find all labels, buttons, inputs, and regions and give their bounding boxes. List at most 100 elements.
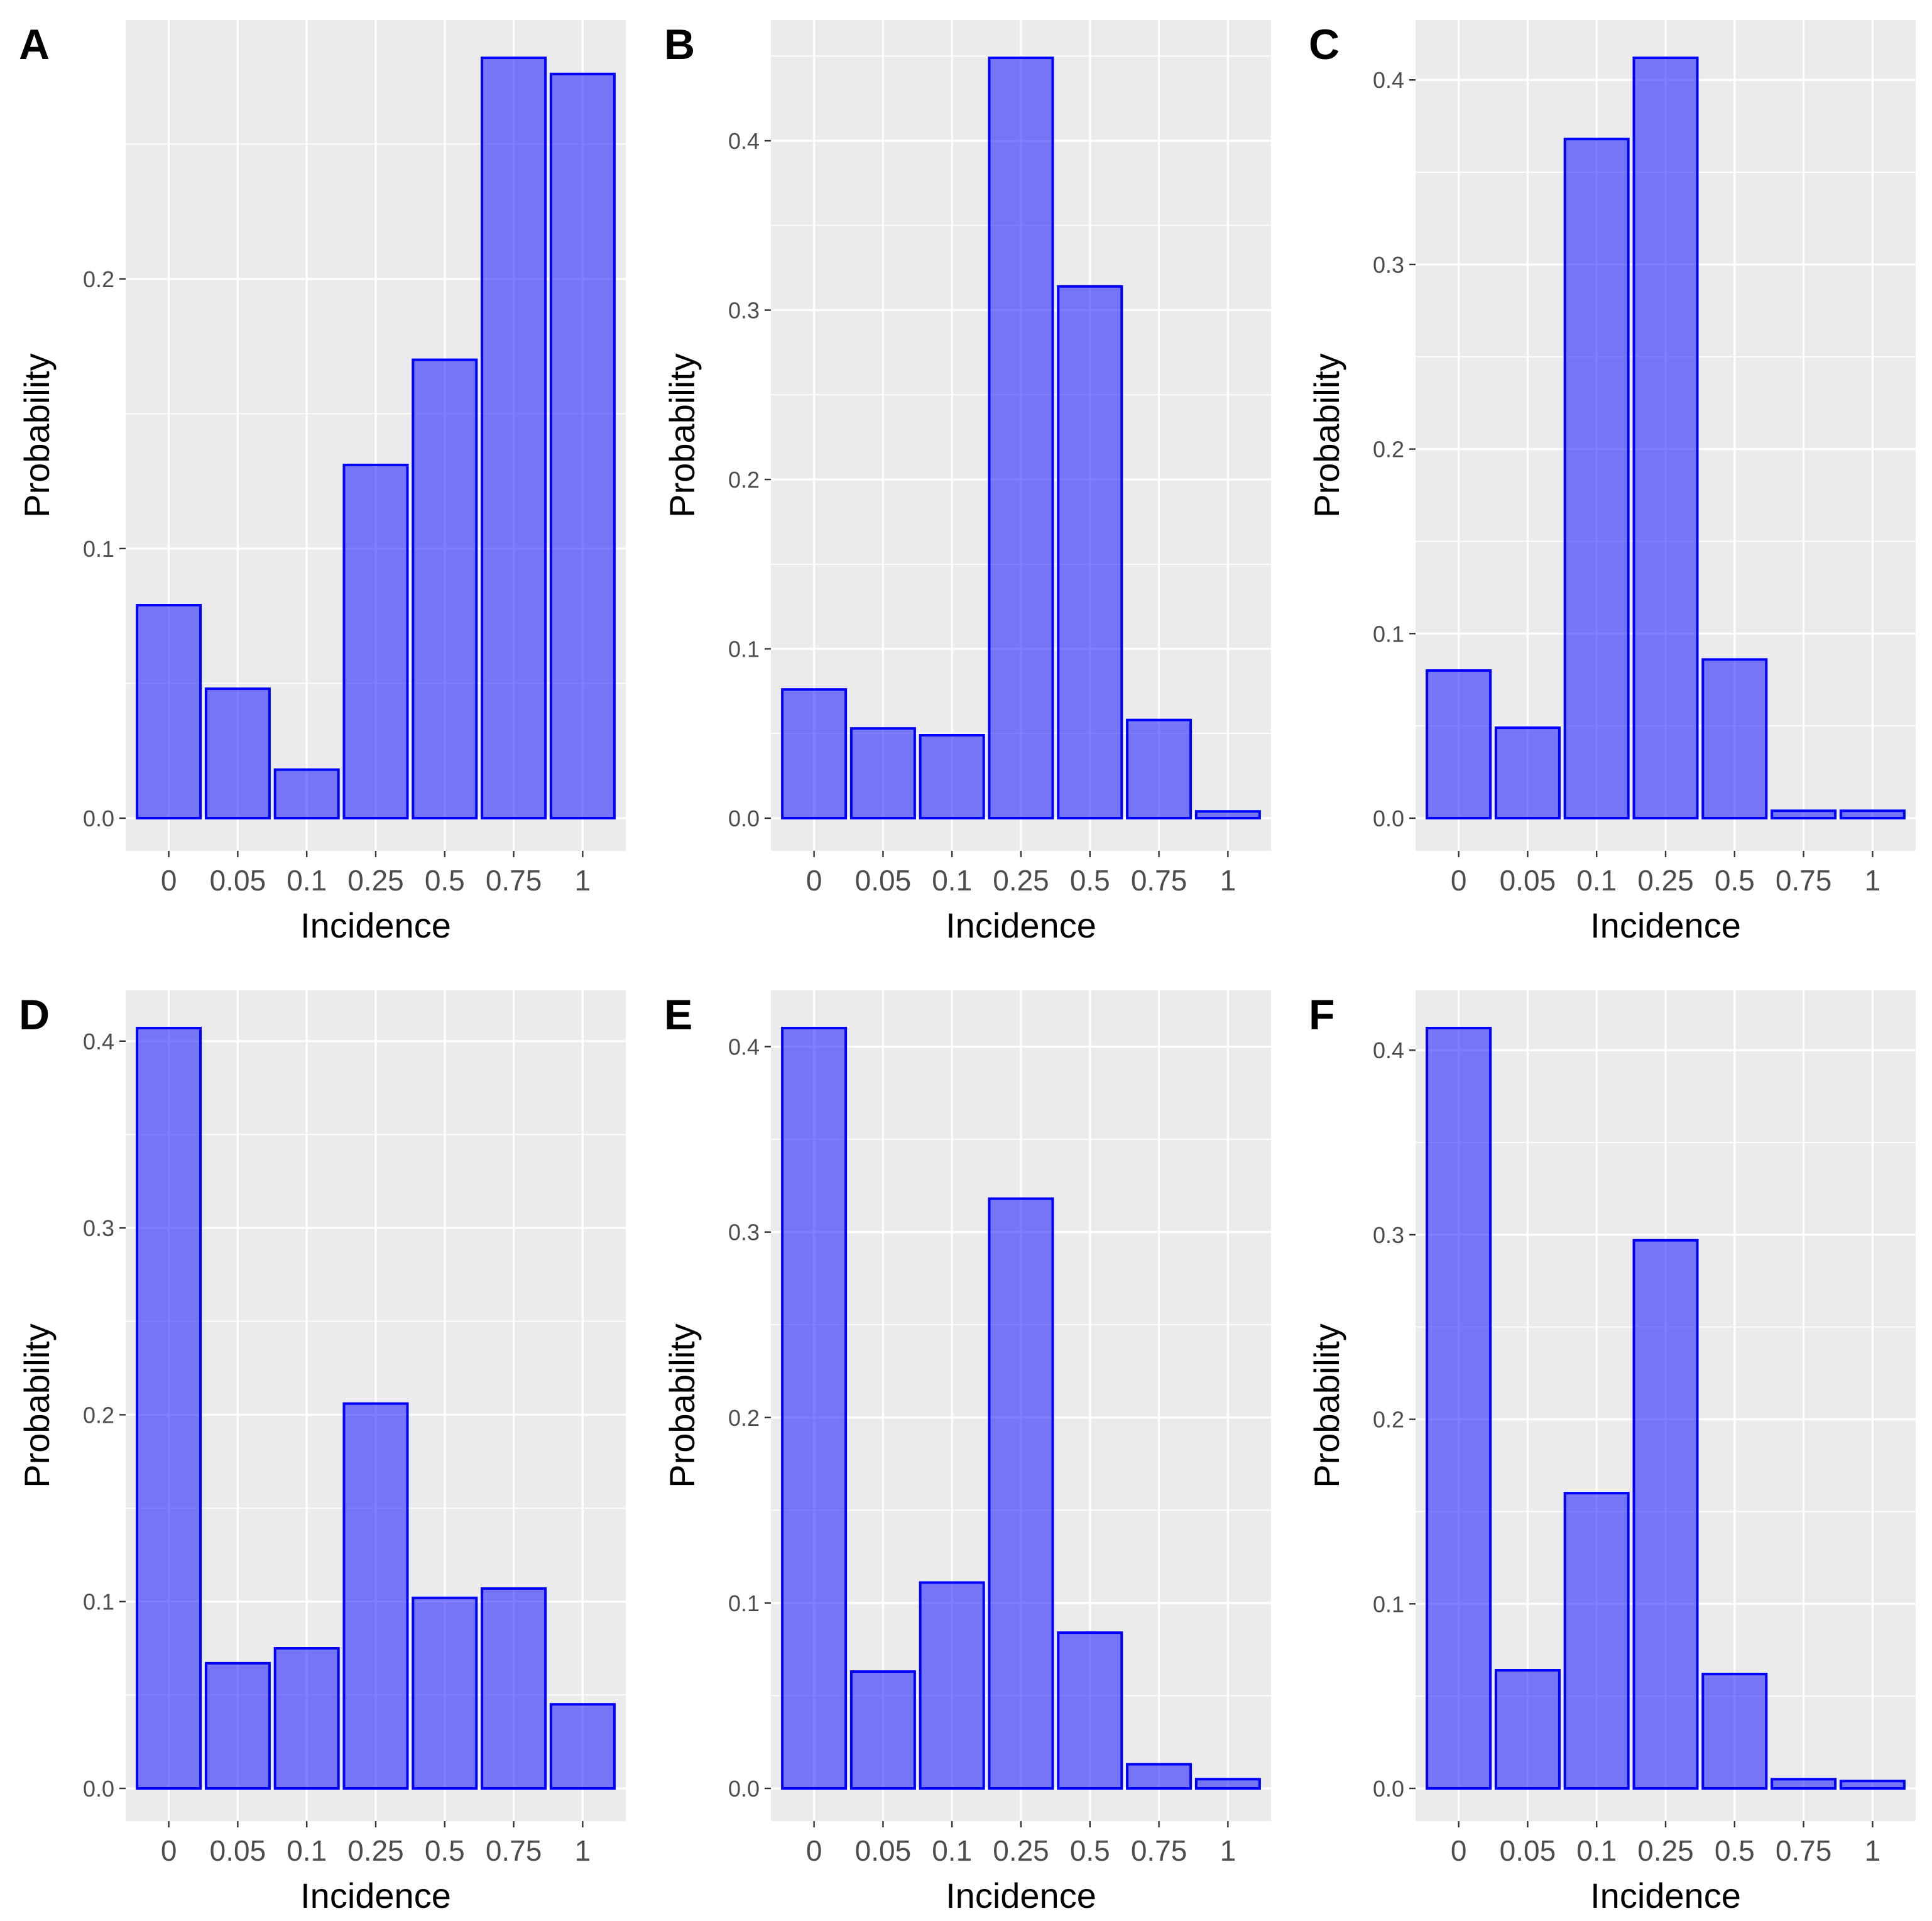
bar-b-0	[781, 688, 848, 820]
bar-f-3	[1632, 1239, 1699, 1790]
panel-tag: A	[19, 21, 50, 68]
y-tick-label: 0.2	[728, 467, 760, 493]
bar-e-4	[1057, 1631, 1123, 1790]
bar-a-5	[481, 57, 547, 819]
x-tick-label: 0	[806, 1834, 822, 1867]
x-tick-label: 1	[575, 1834, 591, 1867]
bar-e-3	[988, 1197, 1054, 1790]
y-tick-label: 0.2	[728, 1405, 760, 1431]
x-tick-label: 0.25	[1637, 1834, 1694, 1867]
y-axis-title: Probability	[17, 353, 57, 517]
y-tick-label: 0.0	[83, 806, 114, 831]
x-tick-label: 0.75	[486, 864, 542, 897]
x-tick-label: 0.25	[347, 1834, 404, 1867]
bar-b-2	[919, 733, 985, 820]
x-tick-label: 1	[575, 864, 591, 897]
bar-e-1	[849, 1670, 916, 1790]
bar-c-3	[1632, 57, 1699, 819]
x-tick-label: 0.1	[287, 864, 327, 897]
x-tick-label: 1	[1220, 864, 1236, 897]
y-tick-label: 0.2	[83, 266, 114, 292]
x-tick-label: 0.1	[932, 864, 972, 897]
bar-c-0	[1426, 669, 1492, 820]
bar-a-6	[549, 72, 616, 820]
bar-e-2	[919, 1581, 985, 1790]
bar-c-2	[1563, 138, 1630, 820]
bar-b-1	[849, 727, 916, 820]
x-tick-label: 0.5	[425, 1834, 465, 1867]
x-axis-title: Incidence	[300, 906, 451, 945]
bar-d-1	[204, 1661, 271, 1790]
y-tick-label: 0.1	[1373, 1591, 1404, 1617]
x-tick-label: 0.5	[425, 864, 465, 897]
x-tick-label: 0.05	[855, 864, 912, 897]
x-tick-label: 0.05	[855, 1834, 912, 1867]
bar-a-1	[204, 687, 271, 820]
x-tick-label: 1	[1865, 1834, 1881, 1867]
x-tick-label: 0.1	[1576, 864, 1617, 897]
x-tick-label: 0.1	[287, 1834, 327, 1867]
y-tick-label: 0.4	[83, 1029, 114, 1054]
x-tick-label: 0.5	[1070, 864, 1110, 897]
x-tick-label: 0	[1451, 864, 1467, 897]
y-tick-label: 0.0	[83, 1776, 114, 1802]
y-tick-label: 0.3	[83, 1215, 114, 1241]
panel-tag: E	[664, 991, 692, 1039]
y-tick-label: 0.0	[1373, 1776, 1404, 1802]
x-tick-label: 1	[1865, 864, 1881, 897]
y-tick-label: 0.1	[1373, 621, 1404, 647]
x-tick-label: 0.5	[1070, 1834, 1110, 1867]
x-tick-label: 0.05	[1500, 864, 1556, 897]
x-axis-title: Incidence	[946, 906, 1096, 945]
y-tick-label: 0.2	[1373, 437, 1404, 462]
bar-d-0	[136, 1027, 202, 1790]
x-axis-title: Incidence	[300, 1876, 451, 1915]
y-tick-label: 0.4	[728, 1034, 760, 1060]
chart-panel-c: 0.0 0.1 0.2 0.3 0.4 0 0.05 0.1 0.25 0.5 0.75 1 Incid…	[1307, 20, 1916, 945]
y-tick-label: 0.3	[728, 298, 760, 324]
x-tick-label: 0.5	[1715, 1834, 1755, 1867]
y-tick-label: 0.3	[1373, 1222, 1404, 1248]
bar-f-2	[1563, 1492, 1630, 1790]
bar-c-4	[1701, 658, 1768, 819]
bar-f-0	[1426, 1027, 1492, 1790]
x-axis-title: Incidence	[1590, 1876, 1741, 1915]
bar-d-6	[549, 1703, 616, 1790]
x-tick-label: 0.75	[1131, 1834, 1187, 1867]
y-tick-label: 0.1	[83, 536, 114, 562]
y-tick-label: 0.1	[83, 1589, 114, 1615]
x-tick-label: 0.75	[1776, 864, 1832, 897]
bar-c-1	[1494, 726, 1561, 820]
y-axis-title: Probability	[17, 1323, 57, 1487]
bar-f-1	[1494, 1669, 1561, 1790]
y-tick-label: 0.1	[728, 1590, 760, 1616]
panel-tag: F	[1309, 991, 1335, 1039]
y-tick-label: 0.2	[1373, 1407, 1404, 1433]
bar-a-2	[273, 768, 340, 820]
x-tick-label: 0	[161, 864, 177, 897]
bar-e-6	[1194, 1778, 1261, 1790]
x-tick-label: 0.75	[486, 1834, 542, 1867]
bar-f-6	[1839, 1780, 1906, 1790]
x-axis-title: Incidence	[1590, 906, 1741, 945]
x-tick-label: 0.1	[932, 1834, 972, 1867]
y-tick-label: 0.3	[1373, 252, 1404, 278]
chart-panel-a: 0.0 0.1 0.2 0 0.05 0.1 0.25 0.5 0.75 1 Incidence Pr…	[17, 20, 626, 945]
x-tick-label: 0.25	[1637, 864, 1694, 897]
chart-panel-b: 0.0 0.1 0.2 0.3 0.4 0 0.05 0.1 0.25 0.5 0.75 1 Incid…	[662, 20, 1271, 945]
bar-b-4	[1057, 285, 1123, 819]
bar-b-6	[1194, 810, 1261, 819]
x-tick-label: 0.5	[1715, 864, 1755, 897]
bar-a-0	[136, 604, 202, 819]
x-tick-label: 1	[1220, 1834, 1236, 1867]
y-axis-title: Probability	[1307, 353, 1346, 517]
chart-panel-e: 0.0 0.1 0.2 0.3 0.4 0 0.05 0.1 0.25 0.5 0.75 1 Incid…	[662, 990, 1271, 1915]
y-axis-title: Probability	[1307, 1323, 1346, 1487]
bar-d-3	[342, 1402, 409, 1790]
y-axis-title: Probability	[662, 1323, 702, 1487]
panel-tag: D	[19, 991, 50, 1039]
y-tick-label: 0.4	[1373, 1037, 1404, 1063]
bar-d-4	[412, 1596, 478, 1790]
bar-c-6	[1839, 809, 1906, 820]
panel-tag: B	[664, 21, 695, 68]
